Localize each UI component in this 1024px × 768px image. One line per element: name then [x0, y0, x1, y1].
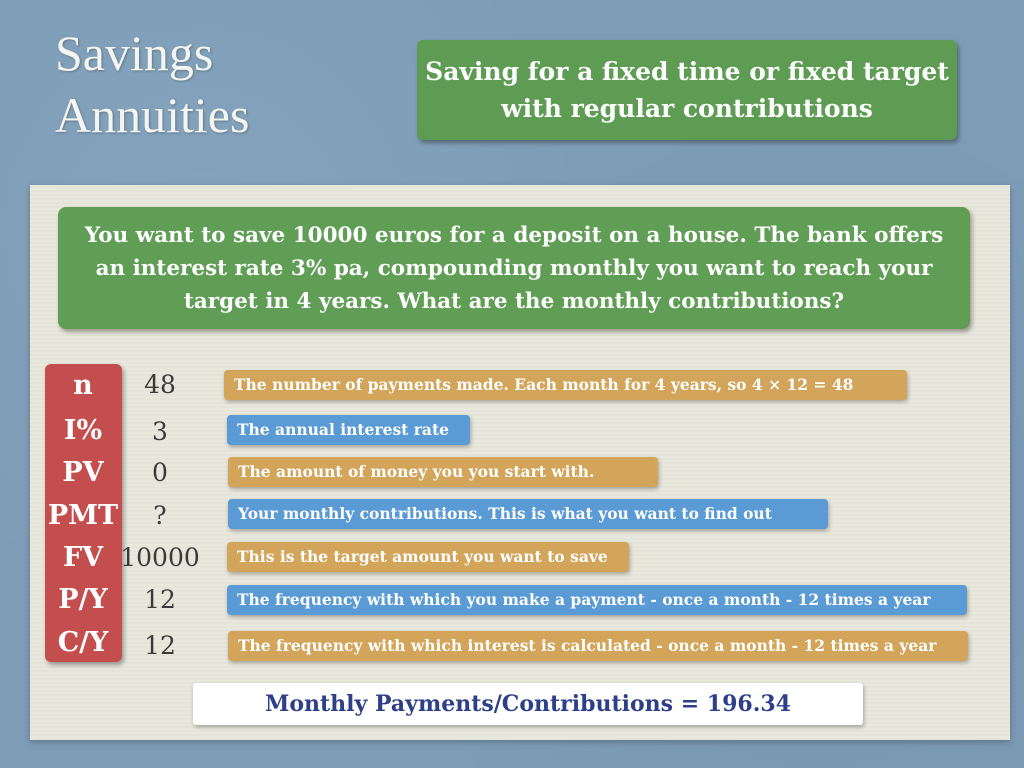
slide-title-line2: Annuities: [55, 87, 250, 143]
description-n: The number of payments made. Each month …: [224, 370, 907, 400]
variable-label-interest: I%: [63, 415, 103, 446]
result-box: Monthly Payments/Contributions = 196.34: [193, 683, 863, 725]
question-box: You want to save 10000 euros for a depos…: [58, 207, 970, 329]
variable-strip: [45, 364, 122, 662]
variable-label-n: n: [73, 370, 93, 401]
variable-label-py: P/Y: [58, 584, 108, 615]
variable-label-cy: C/Y: [57, 627, 109, 658]
variable-value-pmt: ?: [153, 501, 167, 530]
variable-value-pv: 0: [152, 458, 168, 487]
variable-label-pmt: PMT: [47, 500, 119, 531]
variable-label-fv: FV: [62, 542, 104, 573]
description-py: The frequency with which you make a paym…: [227, 585, 967, 615]
description-pmt: Your monthly contributions. This is what…: [228, 499, 828, 529]
description-fv: This is the target amount you want to sa…: [227, 542, 629, 572]
description-interest: The annual interest rate: [227, 415, 470, 445]
variable-label-pv: PV: [62, 457, 104, 488]
subtitle-text: Saving for a fixed time or fixed target …: [425, 57, 949, 123]
variable-value-fv: 10000: [120, 543, 200, 572]
variable-value-interest: 3: [152, 417, 168, 446]
subtitle-box: Saving for a fixed time or fixed target …: [417, 40, 957, 140]
result-text: Monthly Payments/Contributions = 196.34: [264, 691, 791, 717]
description-pv: The amount of money you you start with.: [228, 457, 658, 487]
variable-value-n: 48: [144, 370, 176, 399]
variable-value-cy: 12: [144, 631, 176, 660]
slide-title-line1: Savings: [55, 25, 214, 81]
description-cy: The frequency with which interest is cal…: [228, 631, 968, 661]
question-text: You want to save 10000 euros for a depos…: [84, 222, 944, 314]
slide-title: Savings Annuities: [55, 22, 249, 146]
variable-value-py: 12: [144, 585, 176, 614]
